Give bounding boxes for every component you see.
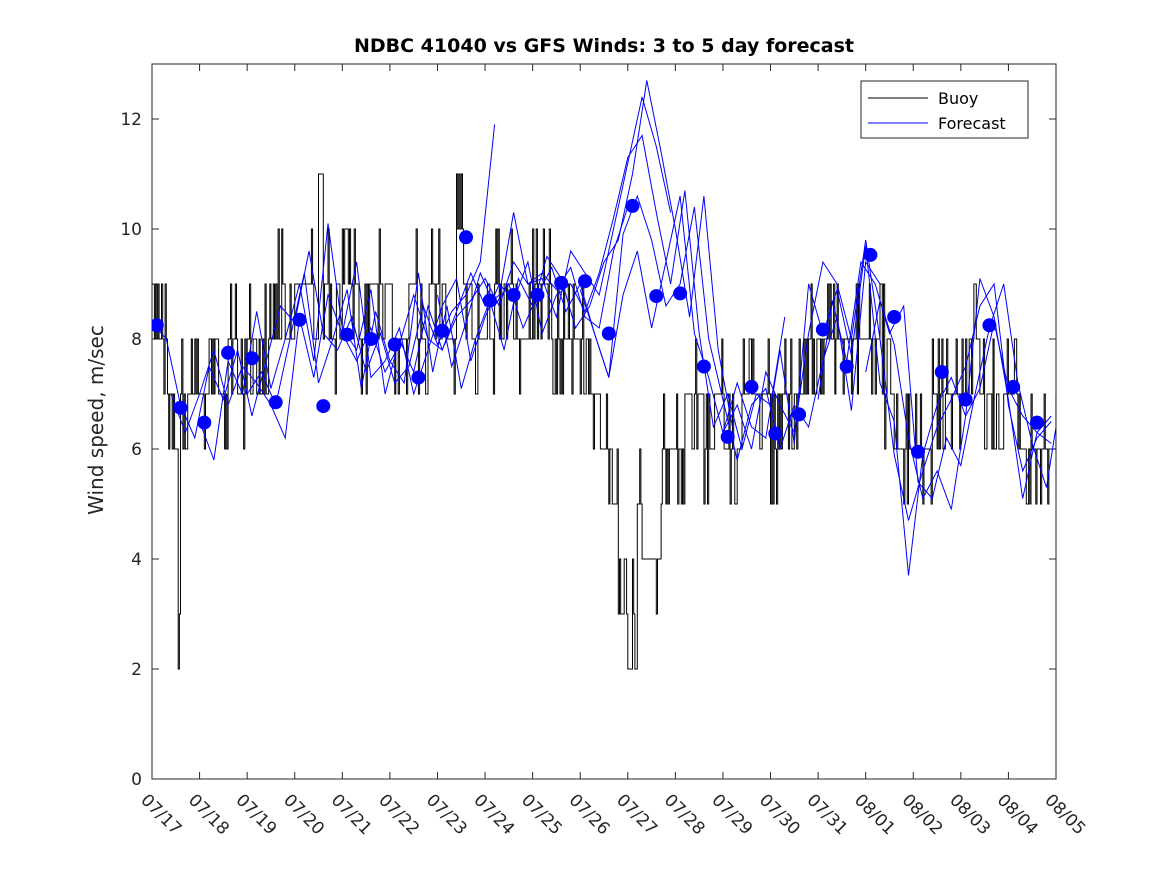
forecast-run-line-5 (341, 134, 786, 451)
legend-label-buoy: Buoy (938, 89, 978, 108)
forecast-point (268, 395, 283, 410)
y-tick-label: 0 (131, 770, 142, 790)
y-tick-label: 2 (131, 660, 142, 680)
forecast-run-line-10 (865, 298, 1052, 510)
forecast-point (673, 286, 688, 301)
forecast-point (244, 351, 259, 366)
forecast-point (744, 379, 759, 394)
legend: Buoy Forecast (860, 80, 1029, 139)
forecast-point (435, 323, 450, 338)
forecast-point (173, 400, 188, 415)
forecast-point (506, 288, 521, 302)
forecast-point (982, 318, 997, 333)
forecast-point (601, 326, 616, 341)
forecast-point (411, 370, 426, 385)
forecast-point (530, 288, 545, 302)
forecast-point (934, 365, 949, 379)
forecast-point (792, 407, 807, 422)
forecast-point (696, 359, 711, 374)
forecast-point (768, 426, 783, 441)
plot-clip-group (152, 80, 1056, 670)
forecast-point (482, 293, 497, 308)
forecast-point (221, 345, 236, 360)
forecast-point (316, 399, 331, 414)
forecast-point (815, 322, 830, 337)
y-tick-label: 10 (120, 220, 142, 240)
buoy-series-line (152, 173, 1056, 670)
forecast-point (863, 247, 878, 262)
forecast-run-line-9 (817, 260, 1056, 500)
y-axis-label: Wind speed, m/sec (84, 325, 108, 515)
forecast-point (292, 312, 307, 327)
forecast-point (839, 359, 854, 374)
forecast-point (152, 318, 164, 333)
forecast-point (340, 327, 355, 342)
forecast-point (1030, 415, 1044, 430)
forecast-point (459, 230, 473, 245)
forecast-run-line-1 (152, 124, 496, 440)
forecast-point (1006, 379, 1021, 394)
forecast-point (625, 198, 640, 213)
forecast-point (197, 415, 212, 430)
forecast-point (720, 429, 735, 444)
legend-box (860, 80, 1029, 139)
y-tick-label: 6 (131, 440, 142, 460)
y-tick-label: 4 (131, 550, 142, 570)
chart-title: NDBC 41040 vs GFS Winds: 3 to 5 day fore… (354, 35, 854, 57)
forecast-point (363, 332, 378, 346)
legend-label-forecast: Forecast (938, 114, 1006, 133)
forecast-run-line-8 (722, 245, 1052, 576)
forecast-point (911, 444, 925, 459)
y-tick-label: 8 (131, 330, 142, 350)
forecast-point (958, 392, 973, 407)
forecast-point (649, 289, 664, 304)
forecast-point (554, 275, 569, 290)
forecast-point (578, 274, 592, 289)
forecast-point (887, 310, 902, 324)
forecast-point (387, 337, 402, 352)
y-tick-label: 12 (120, 110, 142, 130)
